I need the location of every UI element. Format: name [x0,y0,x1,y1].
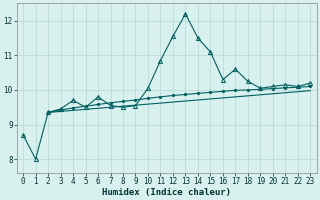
X-axis label: Humidex (Indice chaleur): Humidex (Indice chaleur) [102,188,231,197]
